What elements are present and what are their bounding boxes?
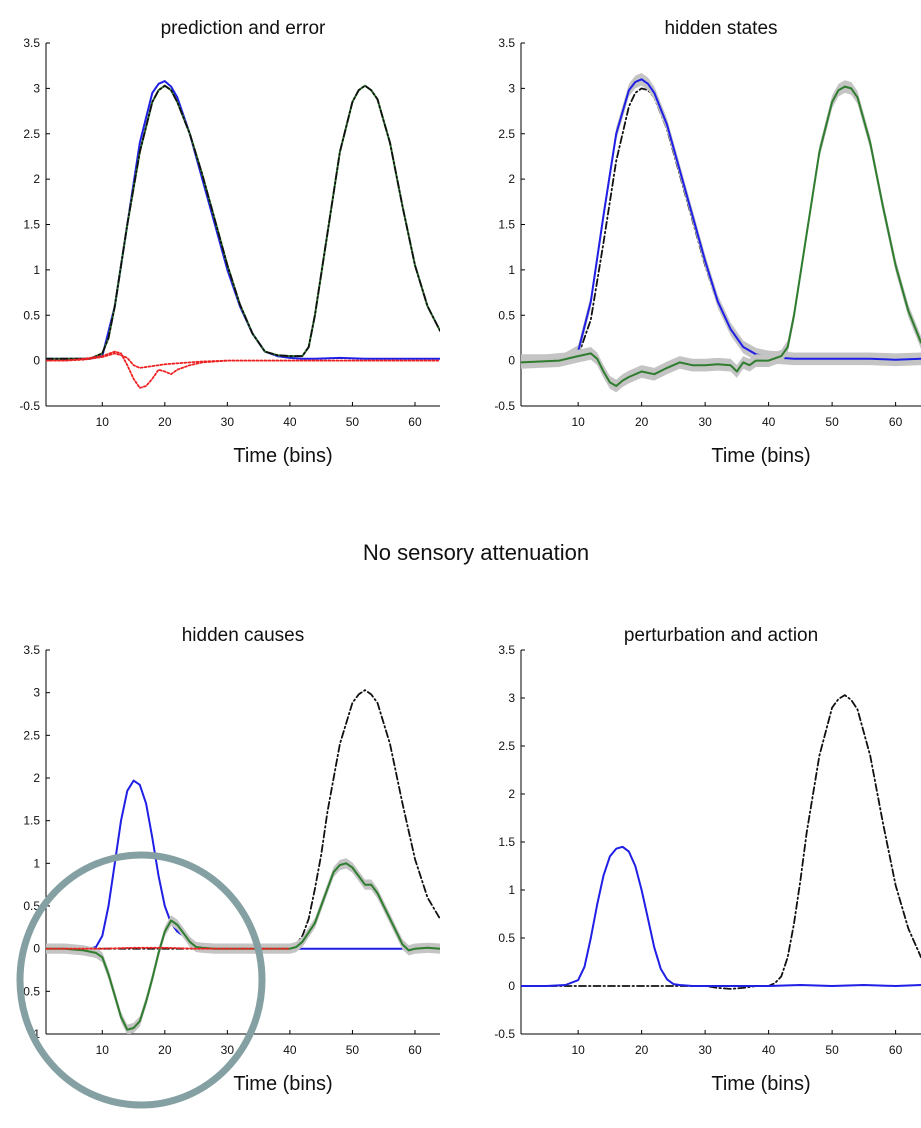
- series-line-green: [521, 85, 921, 387]
- x-axis-label: Time (bins): [233, 1073, 332, 1095]
- x-tick-label: 20: [635, 1043, 649, 1057]
- panels: prediction and error -0.5 0 0.5 1 1.5 2 2.5 3 3.5…: [19, 18, 921, 1095]
- y-tick-label: 0.5: [498, 308, 515, 322]
- y-tick-label: 2.5: [498, 127, 515, 141]
- series-line-black: [46, 84, 440, 360]
- y-tick-label: 0.5: [498, 931, 515, 945]
- x-tick-label: 60: [889, 415, 903, 429]
- x-tick-label: 40: [762, 1043, 776, 1057]
- x-tick-label: 30: [698, 415, 712, 429]
- x-tick-label: 30: [221, 415, 235, 429]
- y-tick-label: -0.5: [494, 1027, 515, 1041]
- series-line-blue: [521, 78, 921, 362]
- x-tick-label: 10: [96, 415, 110, 429]
- series-line-blue: [46, 779, 440, 950]
- x-tick-label: 60: [889, 1043, 903, 1057]
- series-line-red: [46, 350, 440, 389]
- series-line-black: [521, 87, 921, 362]
- y-tick-label: 2.5: [23, 127, 40, 141]
- series-line-red: [46, 946, 291, 950]
- y-tick-label: 3: [33, 686, 40, 700]
- y-tick-label: 3: [508, 691, 515, 705]
- y-tick-label: 3: [33, 81, 40, 95]
- series-group: [521, 72, 921, 393]
- chart-panel-1: prediction and error -0.5 0 0.5 1 1.5 2 2.5 3 3.5…: [19, 18, 440, 467]
- y-tick-label: -0.5: [19, 984, 40, 998]
- y-tick-label: 3: [508, 81, 515, 95]
- y-tick-label: 1: [33, 856, 40, 870]
- y-tick-label: 0.5: [23, 899, 40, 913]
- y-tick-label: -0.5: [19, 399, 40, 413]
- x-tick-label: 50: [346, 1043, 360, 1057]
- chart-title: hidden states: [664, 18, 777, 39]
- x-tick-label: 20: [635, 415, 649, 429]
- y-tick-label: 1.5: [23, 814, 40, 828]
- chart-panel-2: hidden states -0.5 0 0.5 1 1.5 2 2.5 3 3.5 10 20 30 4…: [494, 18, 921, 467]
- x-tick-label: 20: [158, 1043, 172, 1057]
- y-tick-label: 2: [508, 172, 515, 186]
- y-tick-label: 2.5: [23, 728, 40, 742]
- y-tick-label: 1: [508, 263, 515, 277]
- series-line-green: [46, 84, 440, 360]
- series-group: [521, 694, 921, 990]
- x-axis-label: Time (bins): [711, 1073, 810, 1095]
- x-tick-label: 40: [283, 415, 297, 429]
- series-group: [46, 80, 440, 389]
- y-tick-label: 1.5: [498, 218, 515, 232]
- series-line-black: [521, 694, 921, 990]
- chart-title: prediction and error: [161, 18, 326, 39]
- figure-suptitle: No sensory attenuation: [363, 540, 589, 565]
- x-tick-label: 10: [96, 1043, 110, 1057]
- x-tick-label: 30: [698, 1043, 712, 1057]
- y-tick-label: 0: [508, 354, 515, 368]
- x-tick-label: 40: [762, 415, 776, 429]
- chart-panel-3: hidden causes-1-0.500.511.522.533.510 20 3…: [19, 625, 440, 1095]
- y-tick-label: 2: [508, 787, 515, 801]
- series-line-red: [46, 352, 440, 369]
- y-tick-label: 2: [33, 771, 40, 785]
- x-tick-label: 10: [571, 1043, 585, 1057]
- x-tick-label: 60: [408, 1043, 422, 1057]
- y-tick-label: 1.5: [498, 835, 515, 849]
- y-tick-label: 2.5: [498, 739, 515, 753]
- y-tick-label: 2: [33, 172, 40, 186]
- x-tick-label: 30: [221, 1043, 235, 1057]
- y-tick-label: 1: [508, 883, 515, 897]
- chart-title: perturbation and action: [624, 625, 818, 646]
- y-tick-label: 0: [33, 354, 40, 368]
- x-tick-label: 50: [825, 1043, 839, 1057]
- chart-title: hidden causes: [182, 625, 305, 646]
- x-axis-label: Time (bins): [711, 445, 810, 467]
- highlight-circle: [16, 851, 266, 1109]
- series-line-blue: [46, 80, 440, 360]
- y-tick-label: 3.5: [498, 643, 515, 657]
- x-axis-label: Time (bins): [233, 445, 332, 467]
- confidence-band: [521, 72, 921, 367]
- chart-panel-4: perturbation and action -0.5 0 0.5 1 1.5 2 2.5 3…: [494, 625, 921, 1095]
- y-tick-label: 1.5: [23, 218, 40, 232]
- series-line-blue: [521, 845, 921, 987]
- y-tick-label: 0.5: [23, 308, 40, 322]
- x-tick-label: 40: [283, 1043, 297, 1057]
- y-tick-label: -0.5: [494, 399, 515, 413]
- y-tick-label: 3.5: [23, 643, 40, 657]
- x-tick-label: 60: [408, 415, 422, 429]
- y-tick-label: 0: [33, 942, 40, 956]
- y-tick-label: 1: [33, 263, 40, 277]
- x-tick-label: 20: [158, 415, 172, 429]
- x-tick-label: 10: [571, 415, 585, 429]
- x-tick-label: 50: [346, 415, 360, 429]
- confidence-band: [46, 858, 440, 1034]
- y-tick-label: 0: [508, 979, 515, 993]
- y-tick-label: 3.5: [498, 36, 515, 50]
- x-tick-label: 50: [825, 415, 839, 429]
- y-tick-label: 3.5: [23, 36, 40, 50]
